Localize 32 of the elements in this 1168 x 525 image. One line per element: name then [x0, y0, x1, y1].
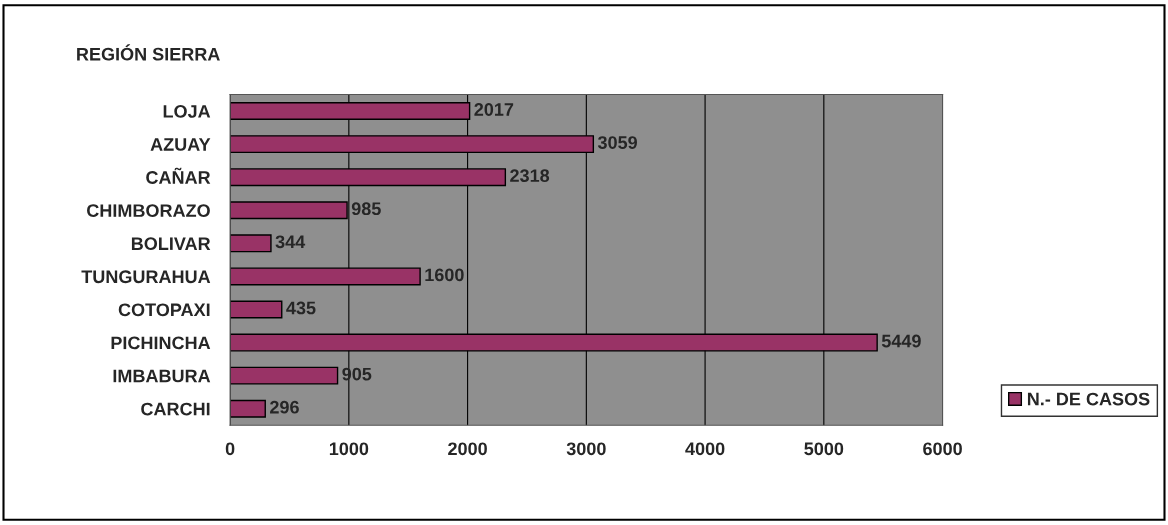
data-label: 344 [275, 235, 306, 249]
x-tick-label: 1000 [329, 442, 369, 456]
legend-label: N.- DE CASOS [1027, 392, 1150, 406]
x-tick-label: 6000 [923, 442, 962, 456]
bar [230, 399, 266, 418]
chart-title: REGIÓN SIERRA [77, 44, 220, 61]
x-tick-label: 4000 [685, 442, 725, 456]
y-tick-label: BOLIVAR [131, 237, 211, 251]
data-label: 1600 [425, 268, 464, 282]
bar [230, 234, 272, 253]
x-tick-label: 5000 [804, 442, 844, 456]
x-tick-label: 3000 [566, 442, 606, 456]
y-tick-label: LOJA [163, 104, 211, 118]
data-label: 2318 [510, 169, 550, 183]
data-label: 2017 [474, 103, 514, 116]
x-tick-label: 0 [225, 442, 235, 456]
bar [230, 300, 283, 319]
y-tick-label: COTOPAXI [118, 303, 210, 317]
data-label: 985 [351, 202, 381, 216]
y-tick-label: IMBABURA [113, 369, 211, 383]
x-tick-label: 2000 [448, 442, 487, 456]
data-label: 5449 [881, 334, 921, 348]
y-tick-label: TUNGURAHUA [81, 270, 211, 284]
y-tick-label: CHIMBORAZO [87, 204, 210, 217]
data-label: 435 [286, 301, 316, 315]
y-tick-label: CAÑAR [146, 167, 211, 184]
data-label: 3059 [597, 136, 638, 149]
y-tick-label: PICHINCHA [111, 336, 211, 350]
bar [230, 366, 339, 385]
y-tick-label: AZUAY [150, 138, 211, 151]
data-label: 296 [270, 400, 299, 414]
y-tick-label: CARCHI [141, 402, 210, 416]
